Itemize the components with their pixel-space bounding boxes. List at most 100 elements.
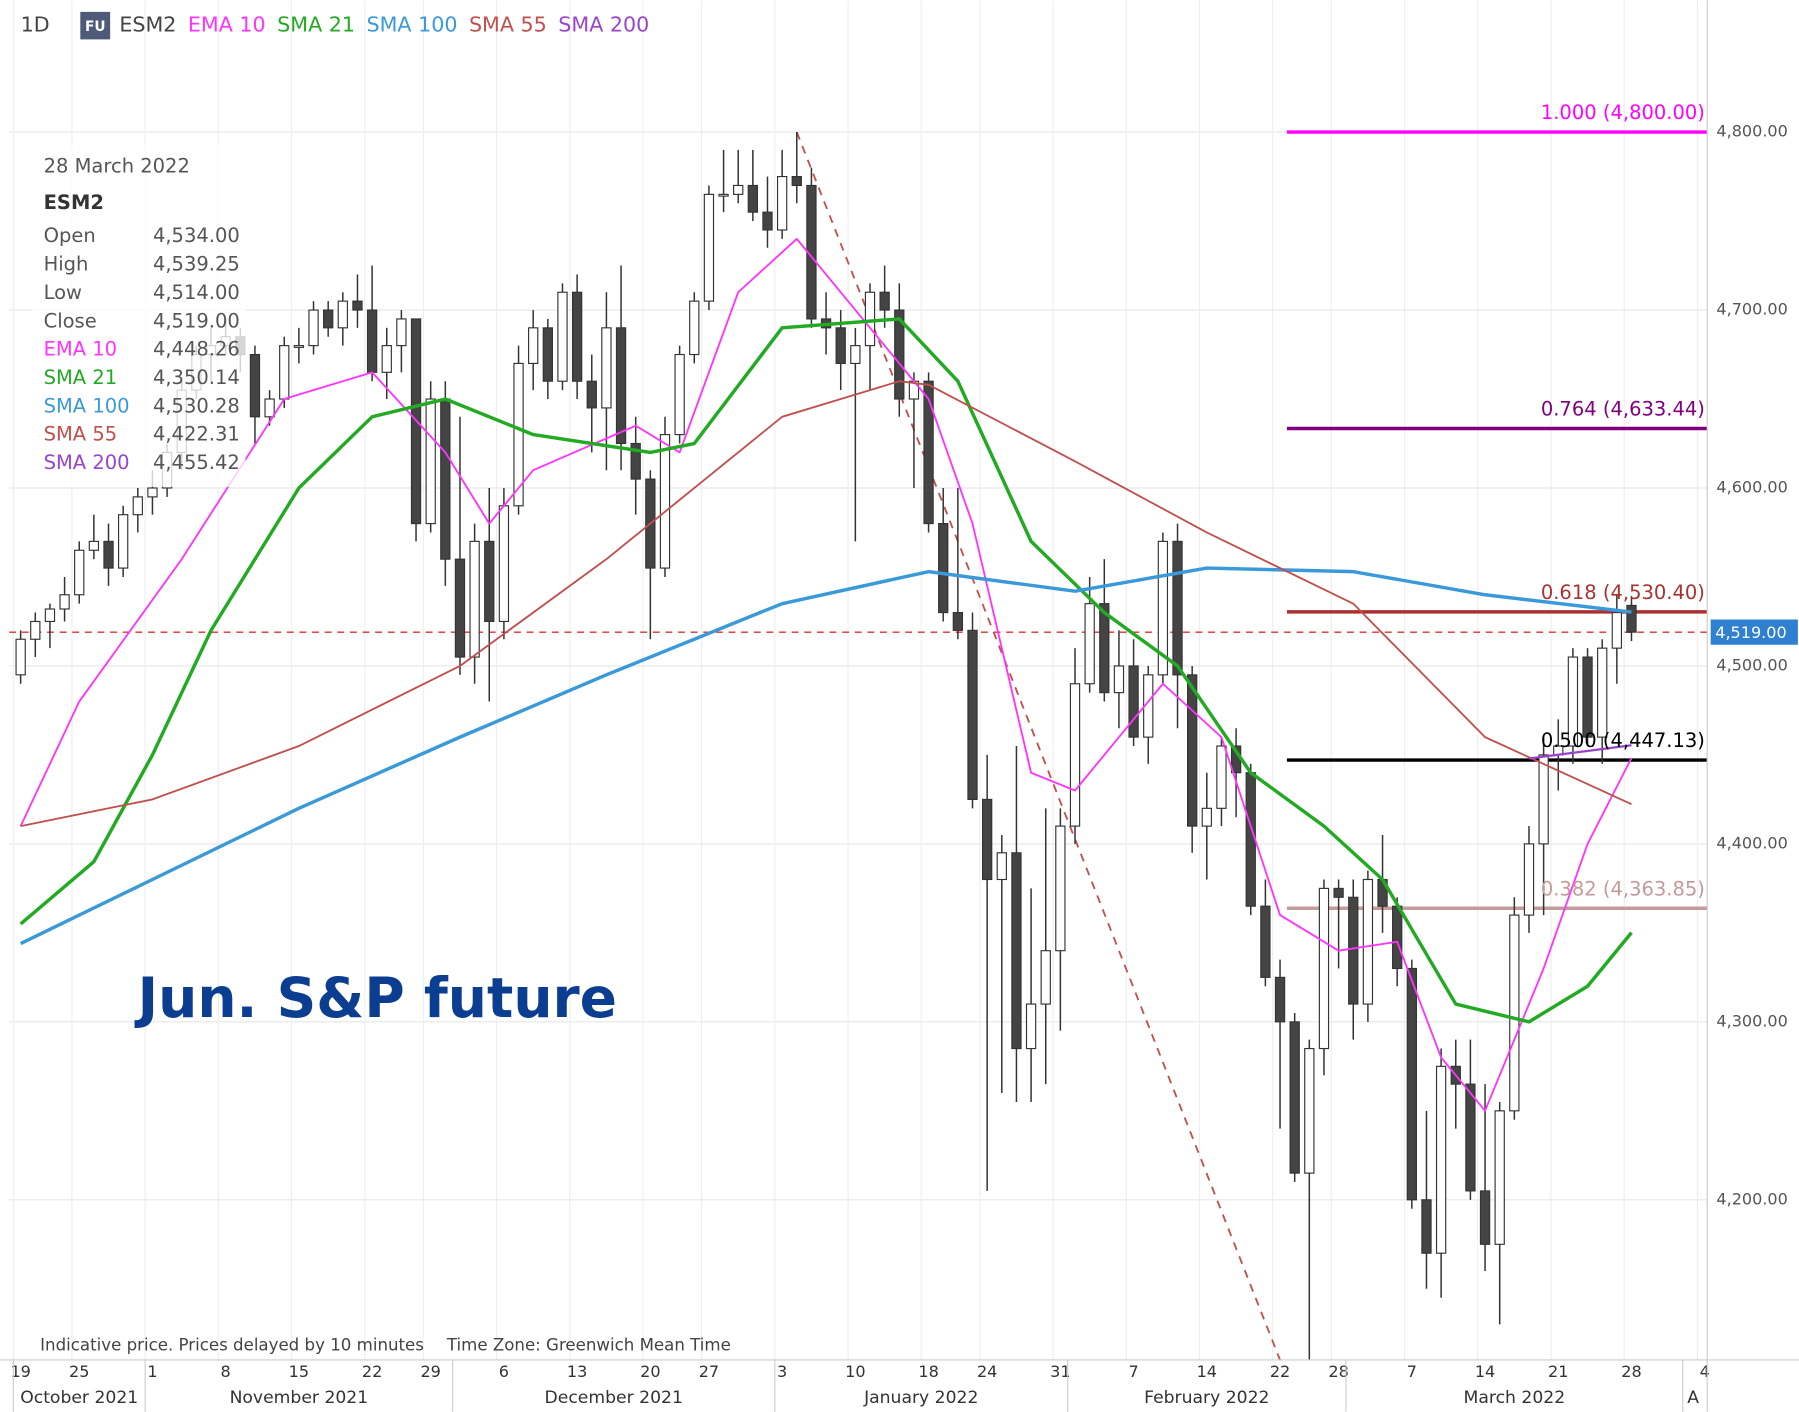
candle-body [74,549,85,596]
candle-body [1567,656,1579,747]
candle-body [689,300,700,356]
x-tick-label: 15 [289,1362,309,1381]
candle-body [454,558,466,658]
candle-body [894,309,905,400]
x-tick-label: 14 [1475,1362,1495,1381]
y-tick-label: 4,400.00 [1716,833,1787,852]
candle-body [776,175,788,231]
candle-body [308,309,319,347]
candle-body [59,594,70,610]
info-date: 28 March 2022 [44,154,190,177]
candle-body [1597,647,1608,738]
x-tick-label: 29 [420,1362,440,1381]
interval: 1D [21,13,50,37]
x-tick-label: 31 [1050,1362,1070,1381]
moving-average-line [20,380,1632,828]
x-tick-label: 22 [1270,1362,1290,1381]
candle-body [132,496,143,516]
candle-body [1084,603,1095,685]
candle-body [762,211,773,231]
candle-body [1626,604,1637,633]
candle-body [1392,905,1403,970]
info-series-value: 4,448.26 [153,338,240,361]
info-series-value: 4,350.14 [153,366,240,389]
x-tick-label: 4 [1700,1362,1710,1381]
x-tick-label: 28 [1328,1362,1348,1381]
x-tick-label: 13 [567,1362,587,1381]
candle-body [279,345,290,400]
candle-body [1011,852,1022,1050]
candle-body [542,327,553,382]
legend-entry: EMA 10 [188,13,266,37]
info-series-value: 4,422.31 [153,423,240,446]
candle-body [747,184,759,213]
candle-body [864,291,876,347]
candle-body [264,398,275,418]
x-tick-label: 21 [1548,1362,1568,1381]
month-label: December 2021 [545,1388,683,1408]
info-label: Low [44,281,82,304]
candle-body [293,345,305,348]
candle-body [1362,878,1374,1005]
info-value: 4,514.00 [153,281,240,304]
candle-body [1216,745,1227,809]
candle-body [1289,1021,1300,1174]
trendline [795,131,1281,1360]
month-label: October 2021 [20,1388,138,1408]
candle-body [967,629,978,800]
month-label: February 2022 [1144,1388,1269,1408]
info-value: 4,534.00 [153,224,240,247]
annotation: Jun. S&P future [134,966,617,1030]
candle-body [1494,1110,1505,1245]
x-tick-label: 7 [1128,1362,1138,1381]
candle-body [366,309,378,373]
candle-body [996,852,1007,881]
x-tick-label: 25 [69,1362,89,1381]
candle-body [1025,1003,1037,1050]
candle-body [396,318,407,347]
candle-body [440,398,451,560]
x-tick-label: 7 [1407,1362,1417,1381]
month-label: A [1687,1388,1699,1408]
info-series-name: SMA 55 [44,423,118,446]
candle-body [147,487,158,498]
x-tick-label: 24 [977,1362,997,1381]
x-tick-label: 1 [147,1362,157,1381]
candle-body [952,611,964,631]
candle-body [1611,611,1623,649]
info-series-name: EMA 10 [44,338,118,361]
candle-body [15,638,26,676]
moving-average-line [19,566,1632,946]
legend-entry: SMA 21 [277,13,355,37]
candle-body [381,345,392,373]
candle-body [718,193,729,197]
candle-body [1099,603,1110,694]
candle-body [1582,656,1593,738]
info-value: 4,519.00 [153,309,240,332]
info-series-name: SMA 21 [44,366,118,389]
candle-body [1509,914,1520,1112]
month-label: March 2022 [1464,1388,1566,1408]
candle-body [1406,967,1417,1201]
x-tick-label: 8 [221,1362,231,1381]
candle-body [674,353,685,436]
last-price-badge [1710,619,1798,645]
info-panel [32,144,246,487]
x-tick-label: 27 [699,1362,719,1381]
candle-body [30,620,41,640]
fib-label: 0.382 (4,363.85) [1541,877,1705,900]
candle-body [528,327,539,364]
candle-body [425,398,436,525]
candle-body [703,193,715,302]
legend-entry: SMA 55 [469,13,547,37]
info-series-value: 4,530.28 [153,394,240,417]
candle-body [1069,683,1081,827]
candle-body [337,300,348,329]
candle-body [323,309,334,329]
candle-body [1040,950,1051,1005]
candle-body [1157,540,1169,676]
candle-body [923,380,934,525]
y-tick-label: 4,800.00 [1716,122,1787,141]
candle-body [1201,807,1212,827]
footer-note: Indicative price. Prices delayed by 10 m… [40,1336,424,1355]
